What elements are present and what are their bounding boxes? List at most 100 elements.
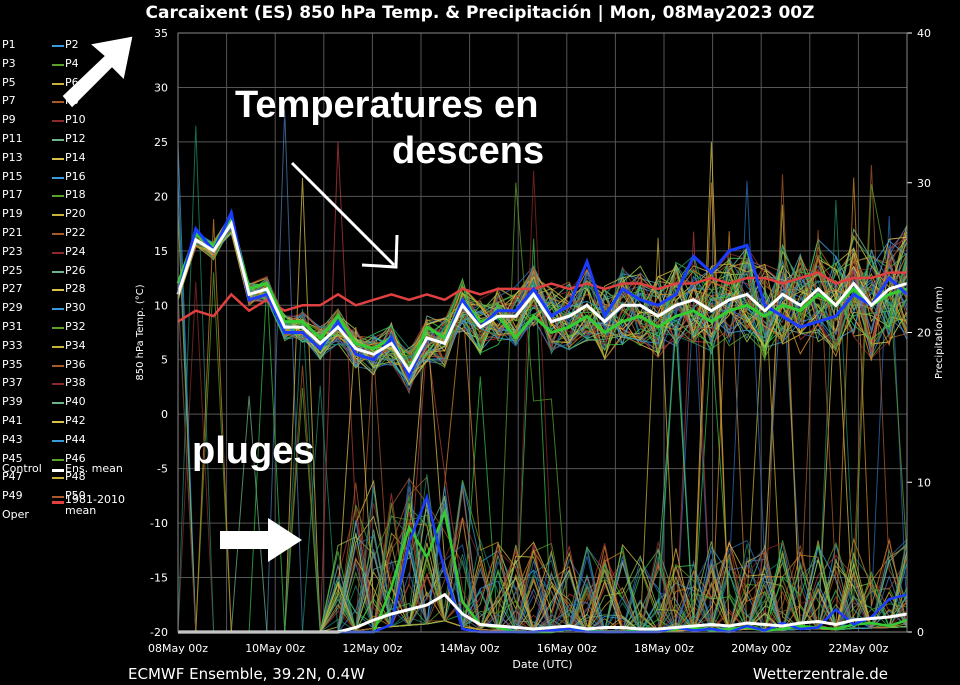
legend-swatch — [52, 345, 64, 348]
arrow-temperatures-icon — [290, 161, 396, 267]
oper-temp-line — [176, 207, 909, 380]
annotation-temperatures-line2: descens — [392, 130, 545, 172]
legend-member-label: P9 — [2, 113, 16, 127]
legend-swatch — [52, 458, 64, 461]
y-tick-label-left: 30 — [154, 81, 168, 94]
x-tick-label: 10May 00z — [245, 642, 305, 655]
legend-row: P13 P14 — [2, 150, 86, 164]
annotation-temperatures-line1: Temperatures en — [235, 84, 539, 126]
x-tick-label: 18May 00z — [634, 642, 694, 655]
legend-member-label: P7 — [2, 94, 16, 108]
legend-row: P37 P38 — [2, 376, 86, 390]
x-tick-label: 16May 00z — [537, 642, 597, 655]
y-tick-label-left: 0 — [161, 408, 168, 421]
legend-member-label: P41 — [2, 413, 23, 427]
legend-row: P39 P40 — [2, 395, 86, 409]
x-tick-label: 12May 00z — [342, 642, 402, 655]
legend-member-label: P11 — [2, 131, 23, 145]
legend-swatch — [52, 120, 64, 123]
legend-swatch — [52, 402, 64, 405]
y-tick-label-left: 5 — [161, 354, 168, 367]
y-tick-label-left: -15 — [150, 572, 168, 585]
legend-swatch — [52, 326, 64, 329]
plot-frame — [177, 32, 908, 633]
legend-swatch — [52, 195, 64, 198]
annotation-pluges: pluges — [192, 430, 315, 472]
y-tick-label-right: 0 — [917, 626, 924, 639]
climate-mean-line — [177, 271, 907, 323]
legend-member-label: P19 — [2, 207, 23, 221]
ensemble-member-lines — [177, 109, 908, 633]
legend-swatch — [52, 496, 64, 499]
legend-row: P29 P30 — [2, 301, 86, 315]
legend-row: P25 P26 — [2, 263, 86, 277]
legend-swatch — [52, 383, 64, 386]
legend-climate: 1981-2010 mean — [65, 493, 125, 517]
legend-ens-mean: Ens. mean — [65, 462, 123, 475]
legend-member-label: P39 — [2, 395, 23, 409]
legend-member-label: P3 — [2, 56, 16, 70]
legend-swatch — [52, 439, 64, 442]
legend-member-label: P27 — [2, 282, 23, 296]
legend: P1 P2 P3 P4 P5 P6 P7 P8 P9 P10 P11 P12 P13 P14 P15 P16 P… — [0, 36, 140, 506]
legend-swatch — [52, 214, 64, 217]
arrow-to-title-icon — [61, 35, 134, 109]
y-tick-label-left: 35 — [154, 27, 168, 40]
x-tick-label: 08May 00z — [148, 642, 208, 655]
axes: -20 -15 -10 -5 0 5 10 15 20 25 30 35 0 10 20 30 40 08May … — [135, 27, 945, 671]
legend-swatch — [52, 232, 64, 235]
legend-member-label: P17 — [2, 188, 23, 202]
y-tick-label-right: 30 — [917, 177, 931, 190]
legend-row: P41 P42 — [2, 413, 86, 427]
legend-member-label: P29 — [2, 301, 23, 315]
legend-row: P15 P16 — [2, 169, 86, 183]
legend-row: P21 P22 — [2, 225, 86, 239]
legend-member-label: P1 — [2, 38, 16, 51]
ens-mean-swatch — [52, 469, 64, 472]
legend-swatch — [52, 477, 64, 480]
legend-row: P5 P6 — [2, 75, 79, 89]
arrow-temperatures-head-icon — [361, 234, 399, 269]
legend-row: P33 P34 — [2, 338, 86, 352]
legend-member-label: P15 — [2, 169, 23, 183]
legend-row: P45 P46 — [2, 451, 86, 465]
ensemble-member-temp-line — [177, 213, 908, 385]
y-tick-label-right: 10 — [917, 476, 931, 489]
climate-swatch — [52, 501, 64, 504]
y-tick-label-left: 25 — [154, 136, 168, 149]
y-tick-label-left: 15 — [154, 245, 168, 258]
legend-row: P11 P12 — [2, 131, 86, 145]
legend-member-label: P37 — [2, 376, 23, 390]
legend-member-label: P43 — [2, 432, 23, 446]
legend-row: P43 P44 — [2, 432, 86, 446]
legend-swatch — [52, 101, 64, 104]
x-tick-label: 22May 00z — [828, 642, 888, 655]
legend-row: P47 P48 — [2, 470, 86, 484]
legend-row: P49 P50 — [2, 489, 86, 503]
arrow-precip-icon — [220, 518, 302, 562]
legend-row: P7 P8 — [2, 94, 79, 108]
x-tick-label: 14May 00z — [440, 642, 500, 655]
ens-mean-temp-line — [176, 219, 908, 374]
legend-member-label: P31 — [2, 319, 23, 333]
x-tick-label: 20May 00z — [731, 642, 791, 655]
legend-oper: Oper — [2, 508, 29, 521]
legend-row: P1 P2 — [2, 38, 79, 51]
highlight-lines — [176, 207, 909, 634]
annotation-arrows — [61, 35, 399, 562]
legend-member-label: P47 — [2, 470, 23, 484]
legend-swatch — [52, 364, 64, 367]
y-tick-label-left: -10 — [150, 517, 168, 530]
control-temp-line — [176, 214, 908, 375]
legend-swatch — [52, 251, 64, 254]
legend-row: P9 P10 — [2, 113, 86, 127]
footer-source: Wetterzentrale.de — [752, 665, 888, 683]
legend-swatch — [52, 82, 64, 85]
legend-member-label: P45 — [2, 451, 23, 465]
y-axis-label-left: 850 hPa Temp. (°C) — [135, 284, 146, 380]
legend-member-label: P49 — [2, 489, 23, 503]
legend-swatch — [52, 420, 64, 423]
legend-member-label: P35 — [2, 357, 23, 371]
legend-swatch — [52, 176, 64, 179]
legend-row: P17 P18 — [2, 188, 86, 202]
